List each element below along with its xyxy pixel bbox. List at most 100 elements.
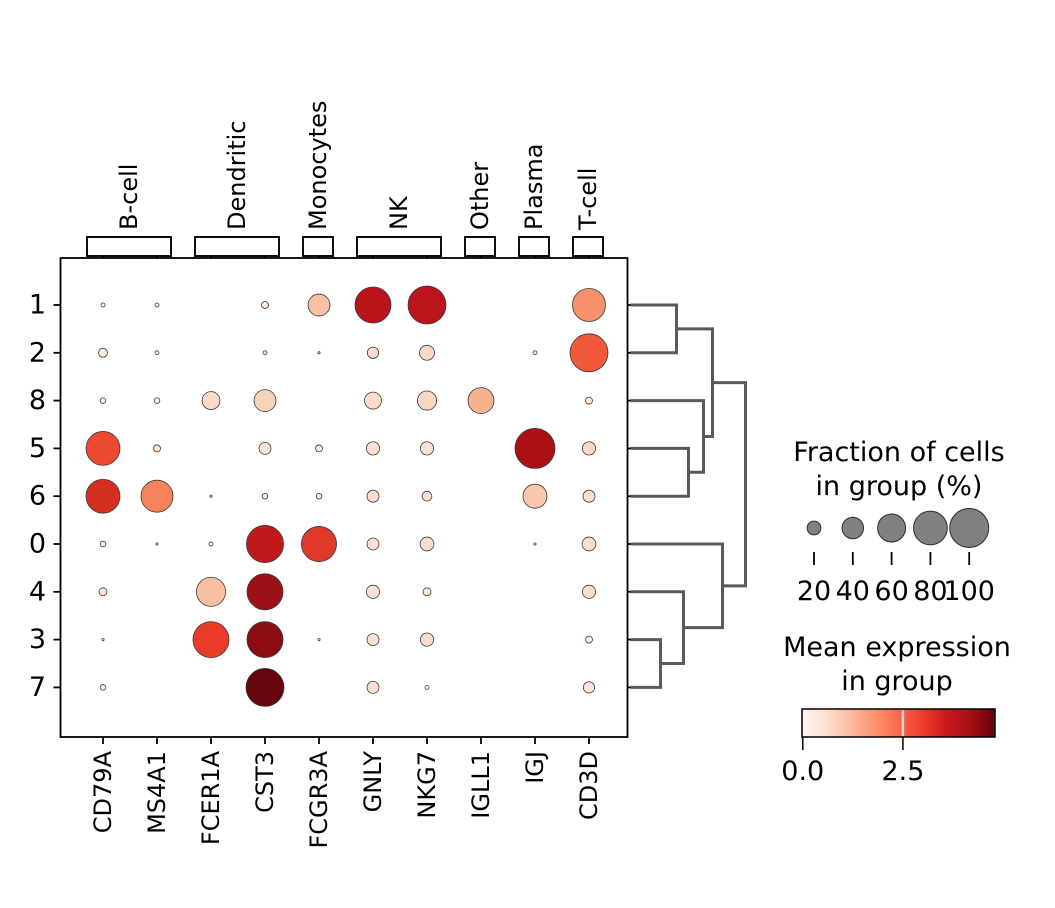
size-legend-title-line2: in group (%) — [815, 471, 983, 502]
dendrogram — [630, 303, 747, 689]
dot-5-NKG7 — [419, 441, 435, 456]
size-legend-label-20: 20 — [797, 576, 831, 607]
dot-6-CD3D — [582, 489, 596, 503]
dot-2-CD3D — [569, 333, 609, 373]
gene-label-FCER1A: FCER1A — [197, 750, 225, 845]
size-legend-dot-60 — [877, 513, 907, 543]
group-bracket-T-cell — [572, 236, 604, 257]
dot-6-IGJ — [522, 483, 548, 509]
dot-2-CD79A — [98, 347, 108, 358]
size-legend-label-60: 60 — [874, 576, 908, 607]
dot-2-FCGR3A — [317, 351, 321, 355]
dot-8-CST3 — [253, 389, 277, 412]
dot-8-MS4A1 — [153, 397, 161, 404]
size-legend-label-80: 80 — [913, 576, 947, 607]
dot-4-GNLY — [365, 584, 381, 599]
dot-3-CD3D — [585, 635, 593, 644]
dot-5-CD3D — [581, 441, 597, 456]
dot-0-NKG7 — [419, 536, 435, 552]
dot-2-CST3 — [262, 350, 268, 356]
dot-2-NKG7 — [419, 344, 435, 361]
dot-8-NKG7 — [417, 390, 437, 411]
cluster-label-3: 3 — [29, 624, 46, 655]
dot-1-MS4A1 — [154, 302, 160, 308]
dot-6-NKG7 — [421, 490, 433, 502]
dot-7-GNLY — [366, 681, 380, 694]
colorbar — [801, 708, 996, 738]
dot-0-FCER1A — [208, 541, 214, 547]
dot-0-CD79A — [99, 540, 107, 548]
dot-3-CST3 — [246, 621, 284, 658]
dot-2-MS4A1 — [154, 350, 160, 356]
group-label-B-cell: B-cell — [115, 164, 143, 230]
size-legend-label-100: 100 — [943, 576, 995, 607]
dot-3-CD79A — [101, 638, 105, 642]
dot-5-FCGR3A — [315, 444, 323, 453]
cluster-label-5: 5 — [29, 433, 46, 464]
dot-0-MS4A1 — [155, 542, 159, 546]
dot-4-FCER1A — [196, 576, 226, 607]
size-legend-title-line1: Fraction of cells — [793, 437, 1005, 468]
dot-3-GNLY — [366, 633, 380, 646]
dot-3-FCGR3A — [317, 638, 321, 642]
dendrogram-link-m7 — [630, 542, 724, 630]
dot-4-CD3D — [581, 584, 597, 599]
dot-3-FCER1A — [192, 621, 230, 658]
gene-label-GNLY: GNLY — [359, 751, 387, 813]
dot-7-CD79A — [99, 684, 107, 691]
cluster-label-1: 1 — [29, 290, 46, 321]
group-bracket-Dendritic — [194, 236, 280, 257]
dot-0-CD3D — [581, 536, 597, 552]
dot-1-CD3D — [572, 288, 606, 322]
dot-2-GNLY — [366, 346, 380, 359]
dot-5-MS4A1 — [153, 444, 161, 453]
dot-7-NKG7 — [424, 685, 430, 690]
dot-8-FCER1A — [201, 391, 221, 410]
group-label-Other: Other — [466, 162, 494, 230]
gene-label-CD3D: CD3D — [575, 751, 603, 820]
dendrogram-link-m2 — [630, 446, 690, 498]
dot-0-FCGR3A — [301, 526, 337, 562]
dot-8-IGLL1 — [467, 387, 495, 414]
dendrogram-link-m4 — [676, 327, 714, 438]
dot-5-CD79A — [85, 431, 121, 466]
size-legend-dot-100 — [949, 508, 990, 548]
group-label-Monocytes: Monocytes — [304, 101, 332, 230]
group-label-T-cell: T-cell — [574, 168, 602, 231]
dot-7-CD3D — [582, 681, 596, 694]
dot-6-CD79A — [85, 478, 121, 514]
dendrogram-link-m3 — [630, 399, 705, 474]
gene-label-FCGR3A: FCGR3A — [305, 750, 333, 848]
cluster-label-2: 2 — [29, 337, 46, 368]
dot-6-FCER1A — [209, 494, 213, 498]
gene-label-MS4A1: MS4A1 — [143, 751, 171, 834]
size-legend-label-40: 40 — [836, 576, 870, 607]
group-bracket-NK — [356, 236, 442, 257]
cluster-label-4: 4 — [29, 576, 46, 607]
colorbar-tick-label-2.5: 2.5 — [881, 756, 924, 787]
colorbar-title-line1: Mean expression — [783, 632, 1011, 663]
cluster-label-0: 0 — [29, 529, 46, 560]
dot-0-GNLY — [366, 537, 380, 551]
dot-1-GNLY — [354, 286, 392, 324]
group-bracket-B-cell — [86, 236, 172, 257]
group-label-NK: NK — [385, 195, 413, 230]
colorbar-title-line2: in group — [841, 666, 953, 697]
group-label-Plasma: Plasma — [520, 144, 548, 230]
dot-6-GNLY — [366, 489, 380, 503]
dot-8-CD79A — [99, 397, 107, 404]
dot-6-MS4A1 — [140, 479, 174, 513]
gene-label-CD79A: CD79A — [89, 750, 117, 833]
cluster-label-7: 7 — [29, 672, 46, 703]
gene-label-CST3: CST3 — [251, 751, 279, 813]
group-bracket-Plasma — [518, 236, 550, 257]
size-legend-dot-20 — [806, 520, 822, 536]
dot-4-CD79A — [98, 587, 108, 597]
dot-5-GNLY — [365, 441, 381, 456]
dot-0-IGJ — [533, 542, 537, 546]
dendrogram-link-m8 — [712, 381, 747, 588]
size-legend-dot-40 — [841, 516, 865, 540]
dot-7-CST3 — [245, 668, 285, 707]
dot-8-CD3D — [585, 396, 593, 405]
